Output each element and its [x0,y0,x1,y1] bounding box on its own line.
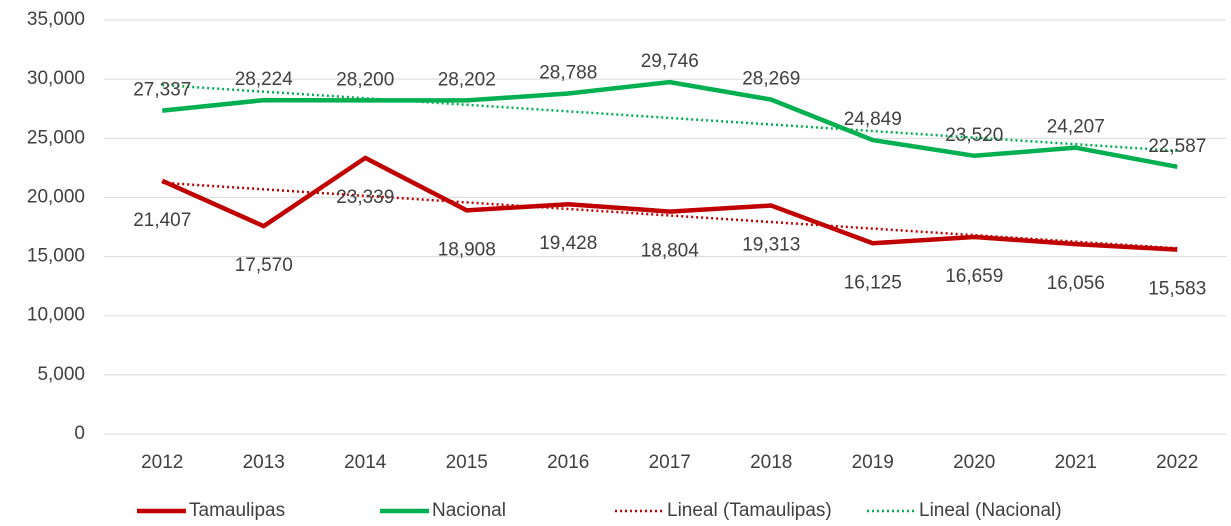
data-label: 15,583 [1148,279,1206,300]
trendline [162,83,1178,153]
y-tick-label: 5,000 [37,364,85,385]
data-label: 24,207 [1047,117,1105,138]
series-line [161,155,1178,252]
y-tick-label: 15,000 [27,246,85,267]
data-label: 23,339 [336,187,394,208]
data-label: 18,804 [641,241,700,262]
y-tick-label: 0 [74,423,85,444]
data-label: 23,520 [945,125,1003,146]
data-label: 28,202 [438,69,496,90]
data-label: 21,407 [133,210,191,231]
x-tick-label: 2013 [243,452,285,473]
data-label: 22,587 [1148,136,1206,157]
data-label: 19,428 [539,233,597,254]
legend-label: Lineal (Tamaulipas) [667,500,832,521]
data-label: 16,125 [844,272,902,293]
data-label: 18,908 [438,239,496,260]
data-label: 28,788 [539,62,597,83]
data-label: 29,746 [641,51,699,72]
x-tick-label: 2014 [344,452,387,473]
y-tick-label: 25,000 [27,127,85,148]
data-label: 27,337 [133,80,191,101]
x-tick-label: 2019 [852,452,894,473]
data-label: 24,849 [844,109,902,130]
data-label: 17,570 [235,255,293,276]
x-tick-label: 2012 [141,452,183,473]
legend-label: Nacional [432,500,506,521]
x-tick-label: 2015 [446,452,488,473]
x-tick-label: 2018 [750,452,792,473]
legend-label: Lineal (Nacional) [919,500,1062,521]
y-tick-label: 30,000 [27,68,85,89]
x-tick-label: 2020 [953,452,995,473]
data-label: 19,313 [742,235,800,256]
data-label: 28,269 [742,69,800,90]
data-label: 16,659 [945,266,1003,287]
data-label: 28,200 [336,69,394,90]
x-tick-label: 2017 [649,452,691,473]
series-line [162,79,1178,170]
legend-label: Tamaulipas [189,500,285,521]
y-tick-label: 10,000 [27,305,85,326]
x-tick-label: 2022 [1156,452,1198,473]
y-tick-label: 20,000 [27,186,85,207]
x-tick-label: 2021 [1055,452,1097,473]
data-label: 28,224 [235,69,294,90]
y-tick-label: 35,000 [27,9,85,30]
x-tick-label: 2016 [547,452,589,473]
data-label: 16,056 [1047,273,1105,294]
